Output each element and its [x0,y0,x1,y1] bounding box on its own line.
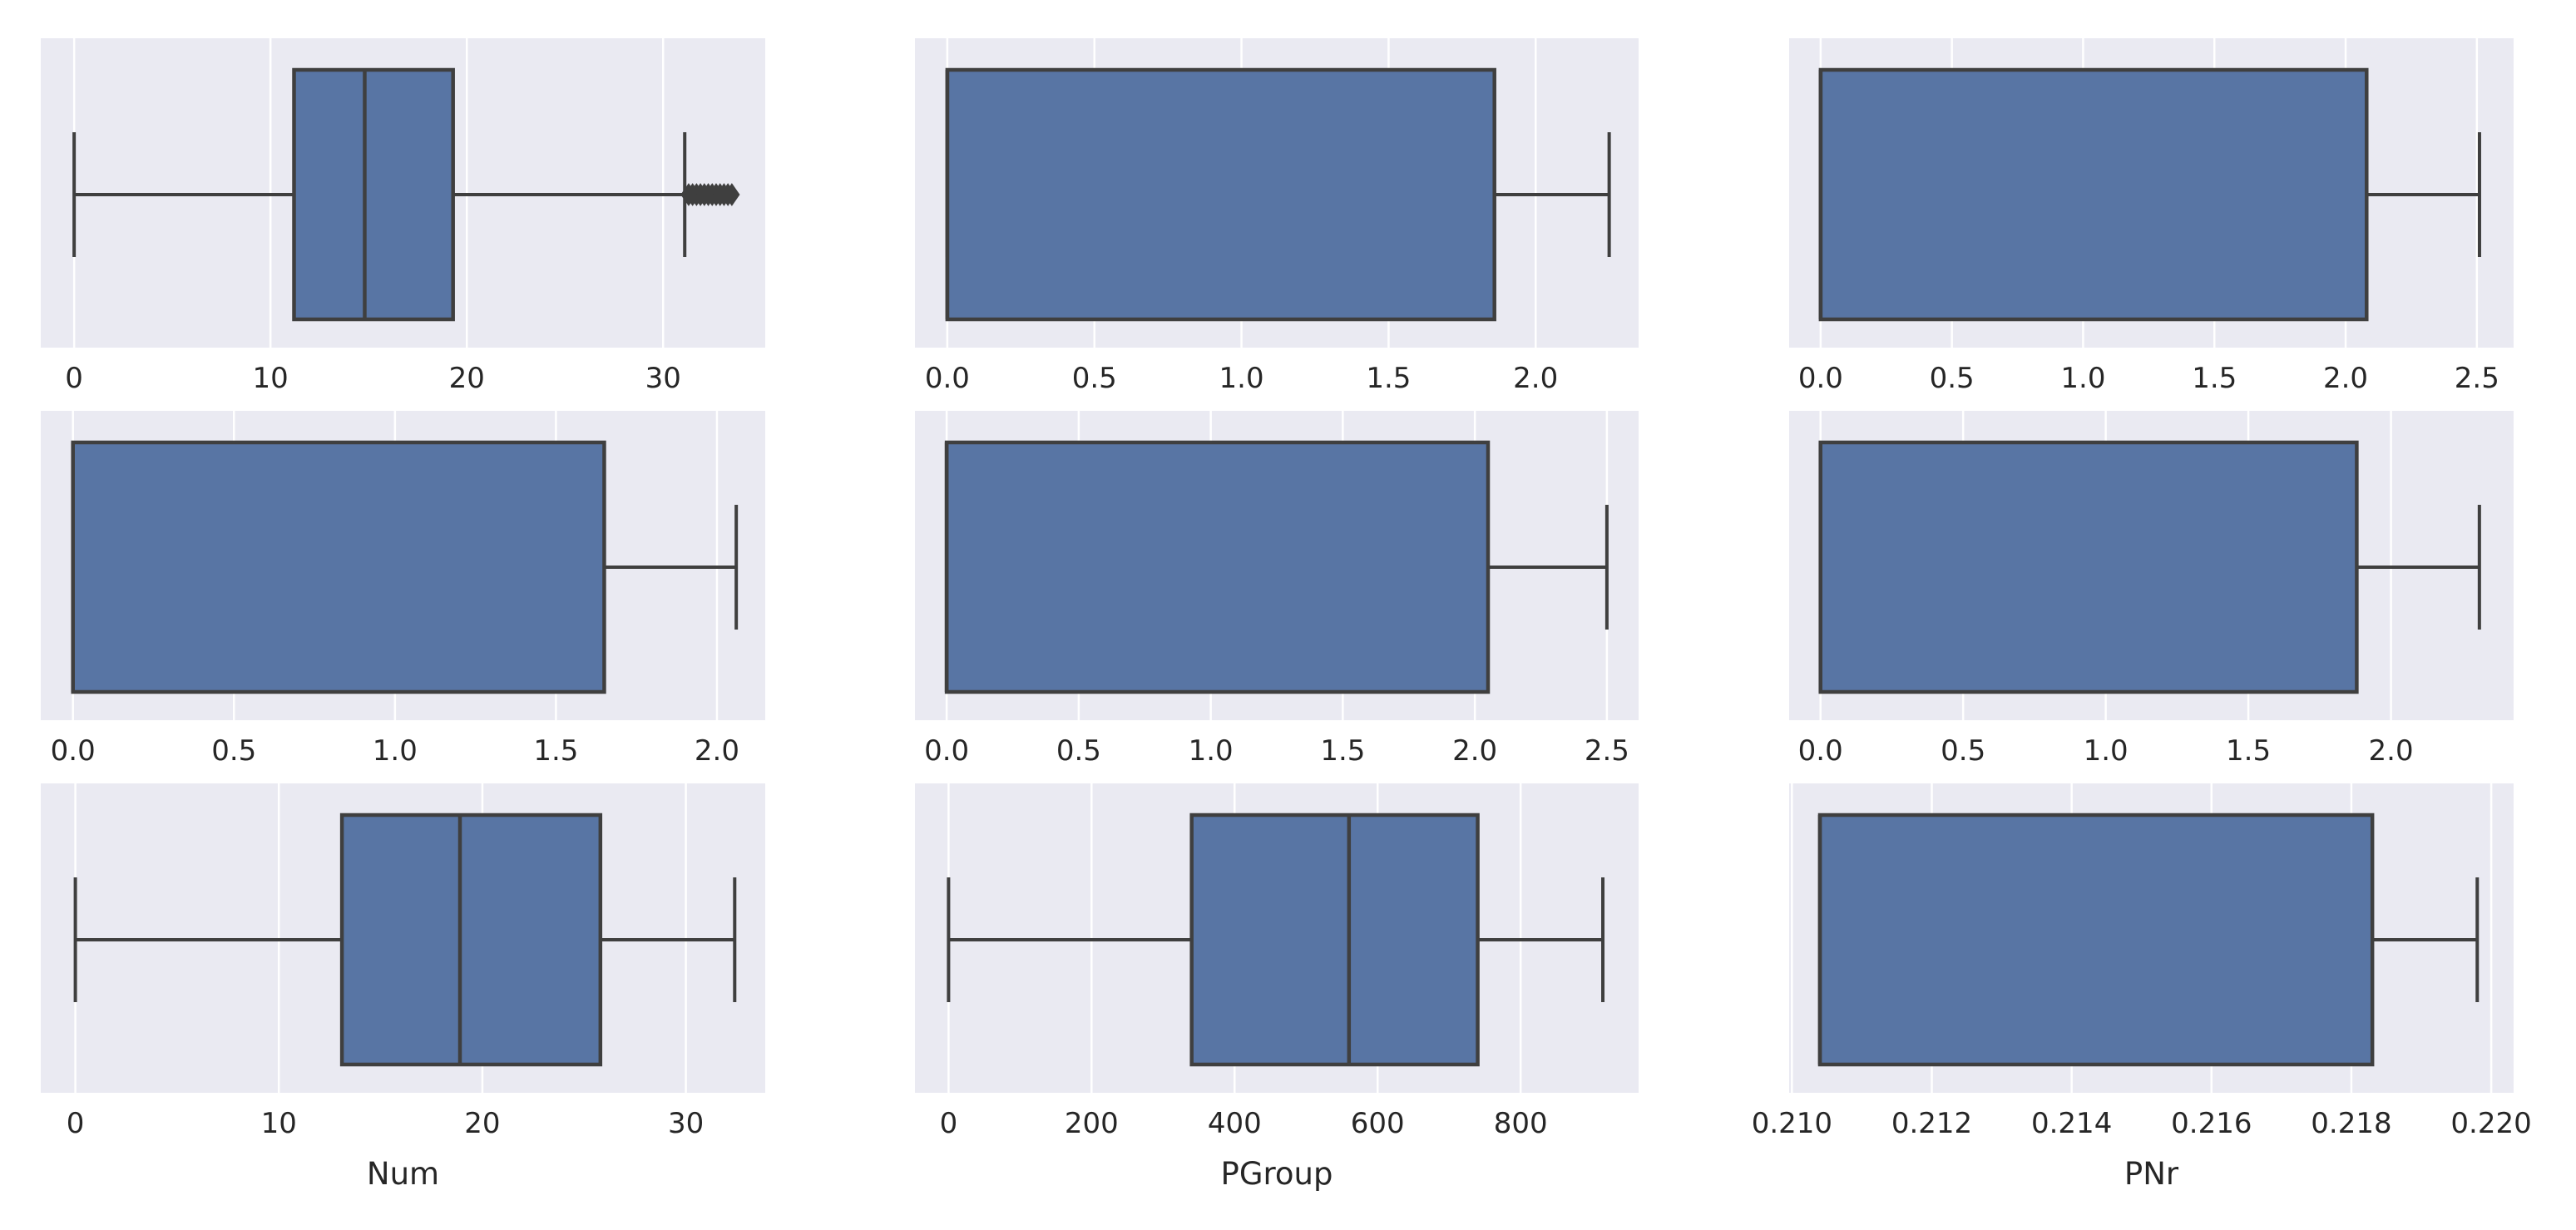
x-tick-label: 0.5 [1930,362,1975,395]
x-tick-label: 0.0 [925,362,970,395]
iqr-box [1189,813,1480,1067]
x-tick-label: 0.0 [1798,362,1843,395]
x-axis-label: Num [367,1156,439,1192]
x-tick-label: 0.0 [924,734,969,768]
x-tick-label: 1.0 [2084,734,2129,768]
iqr-box [1818,440,2359,694]
boxplot-panel-7: 0 10 20 30 Num [41,783,765,1192]
x-tick-label: 200 [1065,1107,1119,1140]
x-tick-label: 30 [645,362,681,395]
iqr-box [1818,67,2369,322]
x-tick-label: 1.5 [2226,734,2271,768]
x-tick-label: 800 [1494,1107,1548,1140]
x-tick-label: 2.5 [1585,734,1629,768]
x-axis-label: PGroup [1221,1156,1333,1192]
iqr-box [292,67,455,322]
x-tick-label: 20 [449,362,485,395]
iqr-box [944,440,1491,694]
iqr-box [339,813,603,1067]
x-tick-label: 0.216 [2171,1107,2252,1140]
boxplot-panel-1: 0 10 20 30 [41,38,765,395]
iqr-box [71,440,606,694]
boxplot-panel-3: 0.0 0.5 1.0 1.5 2.0 2.5 [1789,38,2514,395]
x-tick-label: 2.0 [2323,362,2368,395]
iqr-box [945,67,1496,322]
x-tick-label: 1.5 [2192,362,2237,395]
x-axis-label: PNr [2124,1156,2179,1192]
x-tick-label: 600 [1351,1107,1405,1140]
x-tick-label: 30 [668,1107,704,1140]
outlier-point [724,183,740,206]
x-tick-label: 0.212 [1891,1107,1972,1140]
boxplot-panel-6: 0.0 0.5 1.0 1.5 2.0 [1789,411,2514,768]
x-tick-label: 1.0 [373,734,418,768]
x-tick-label: 1.5 [1366,362,1411,395]
x-tick-label: 1.5 [1320,734,1365,768]
boxplot-panel-2: 0.0 0.5 1.0 1.5 2.0 [915,38,1639,395]
x-tick-label: 0.5 [1072,362,1117,395]
x-tick-label: 2.0 [1452,734,1497,768]
x-tick-label: 0.5 [1941,734,1985,768]
x-tick-label: 1.5 [533,734,578,768]
x-tick-label: 2.0 [1513,362,1558,395]
x-tick-label: 0.220 [2450,1107,2531,1140]
boxplot-panel-4: 0.0 0.5 1.0 1.5 2.0 [41,411,765,768]
x-tick-label: 1.0 [1189,734,1234,768]
x-tick-label: 2.0 [2369,734,2414,768]
x-tick-label: 0.0 [1798,734,1843,768]
x-tick-label: 2.5 [2455,362,2499,395]
x-tick-label: 20 [464,1107,500,1140]
x-tick-label: 0.0 [51,734,96,768]
x-tick-label: 0 [67,1107,85,1140]
boxplot-panel-8: 0 200 400 600 800 PGroup [915,783,1639,1192]
boxplot-panel-5: 0.0 0.5 1.0 1.5 2.0 2.5 [915,411,1639,768]
x-tick-label: 0.5 [1056,734,1101,768]
x-tick-label: 0.214 [2031,1107,2112,1140]
x-tick-label: 1.0 [2060,362,2105,395]
x-tick-label: 10 [261,1107,297,1140]
iqr-box [1817,813,2375,1067]
x-tick-label: 1.0 [1219,362,1264,395]
x-tick-label: 2.0 [695,734,739,768]
x-tick-label: 0.210 [1752,1107,1832,1140]
x-tick-label: 0 [940,1107,958,1140]
x-tick-label: 0.218 [2311,1107,2391,1140]
x-tick-label: 0.5 [211,734,256,768]
boxplot-panel-9: 0.210 0.212 0.214 0.216 0.218 0.220 PNr [1752,783,2532,1192]
x-tick-label: 10 [253,362,289,395]
x-tick-label: 400 [1208,1107,1262,1140]
x-tick-label: 0 [65,362,83,395]
